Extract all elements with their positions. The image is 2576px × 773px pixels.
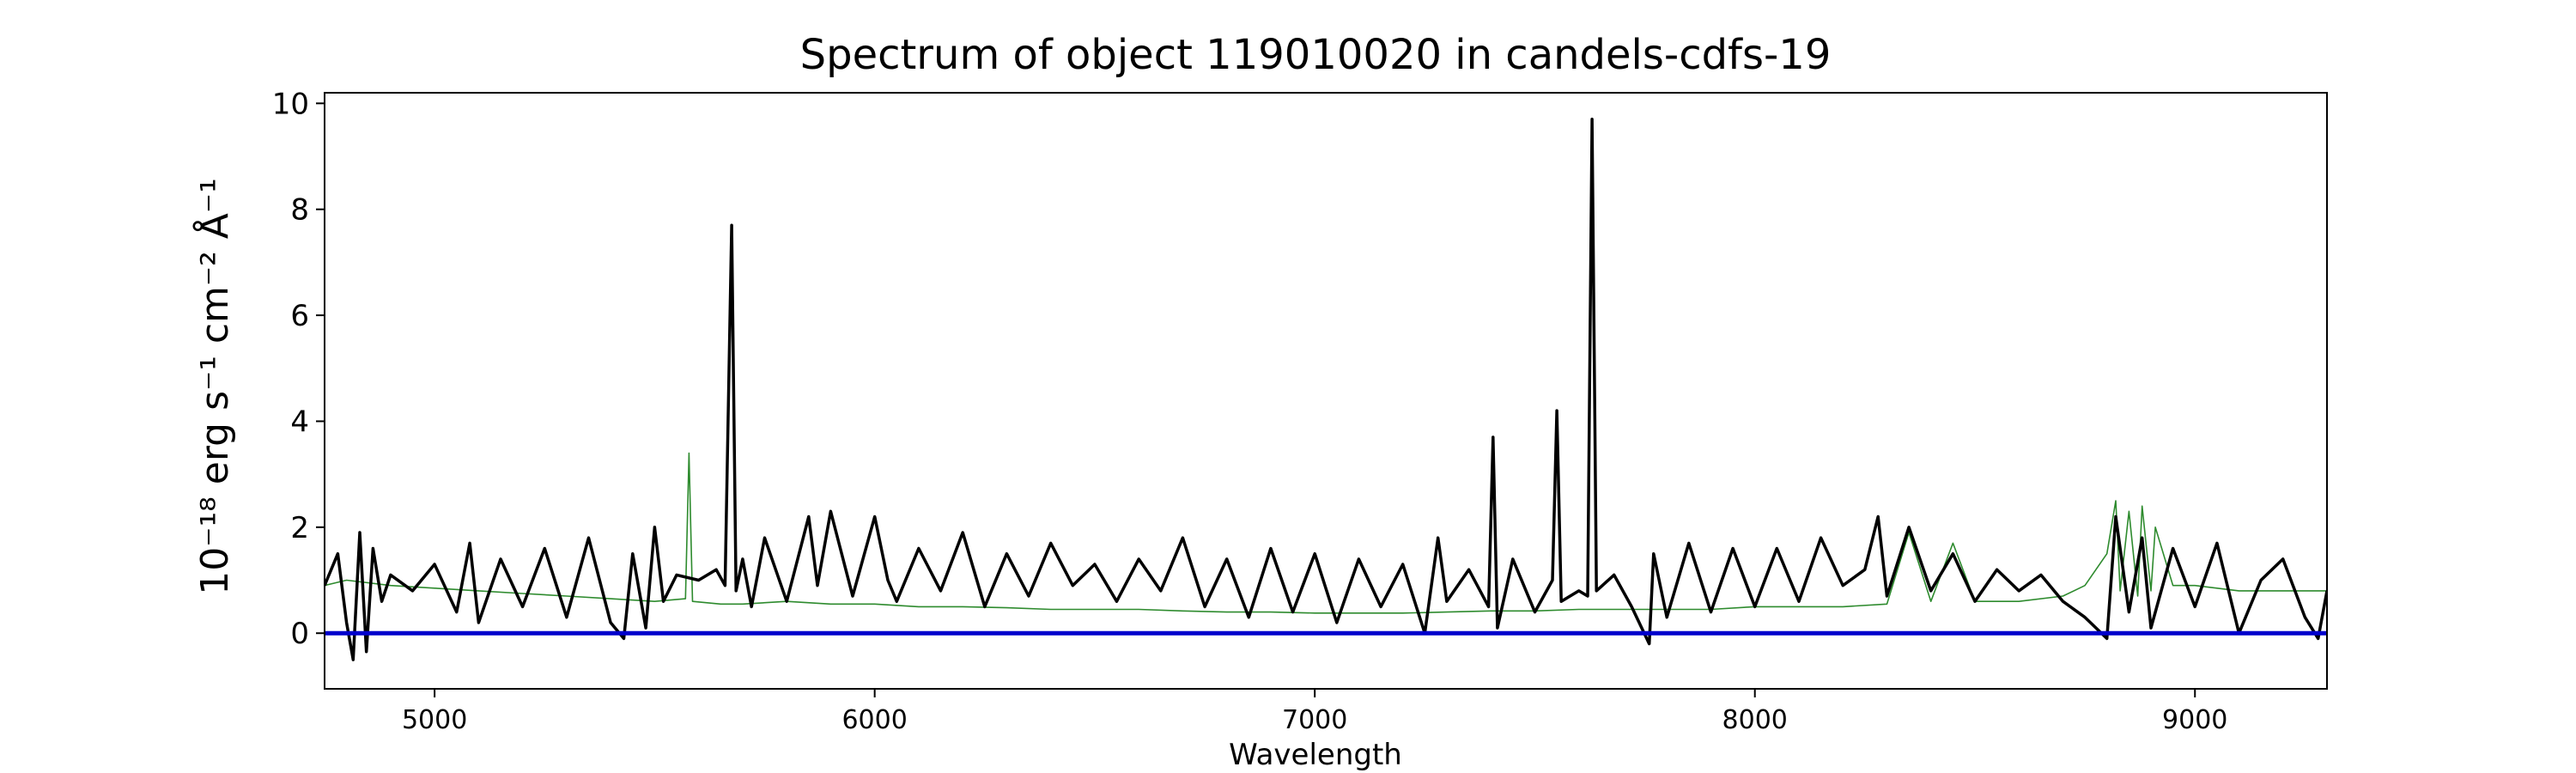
y-tick-label: 6 <box>290 299 309 333</box>
plot-frame <box>324 92 2328 690</box>
x-axis-label: Wavelength <box>1229 738 1402 772</box>
y-tick-label: 4 <box>290 405 309 439</box>
plot-area: 0 2 4 6 8 10 5000 6000 7000 8000 9000 <box>272 87 2328 735</box>
x-tick-label: 9000 <box>2162 705 2227 735</box>
x-tick-label: 6000 <box>841 705 907 735</box>
y-tick-label: 8 <box>290 193 309 228</box>
x-tick-label: 5000 <box>402 705 467 735</box>
noise-series-line <box>325 452 2327 614</box>
y-axis-label: 10⁻¹⁸ erg s⁻¹ cm⁻² Å⁻¹ <box>191 178 237 594</box>
y-tick-label: 2 <box>290 511 309 545</box>
x-tick-label: 8000 <box>1722 705 1788 735</box>
x-tick-label: 7000 <box>1282 705 1347 735</box>
y-tick-label: 0 <box>290 617 309 651</box>
chart-title: Spectrum of object 119010020 in candels-… <box>800 31 1832 79</box>
y-tick-label: 10 <box>272 87 309 121</box>
flux-series-line <box>325 118 2327 661</box>
